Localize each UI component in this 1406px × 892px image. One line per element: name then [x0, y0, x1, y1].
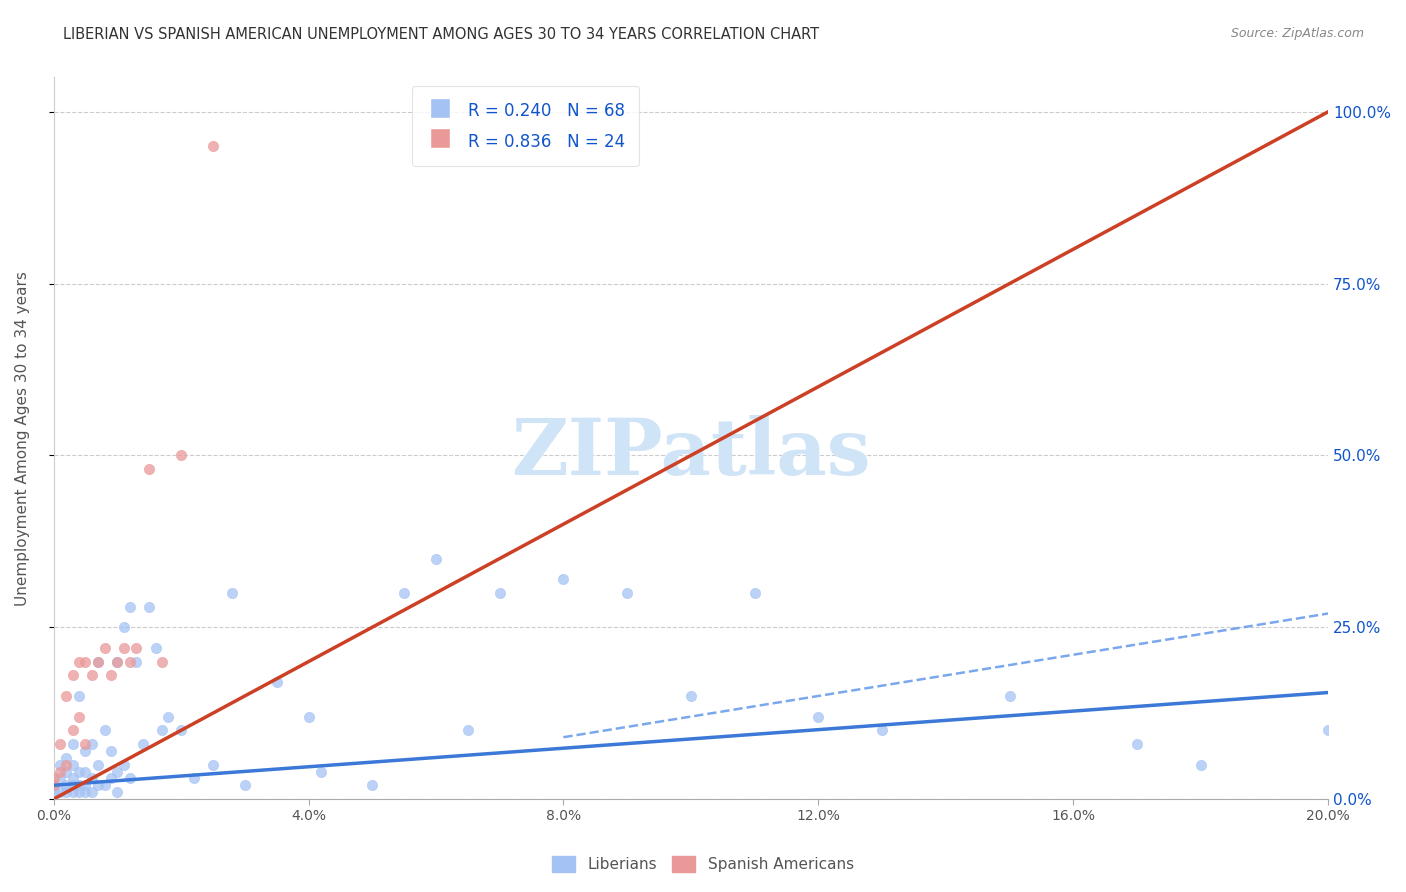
Point	[67, 785, 90, 799]
Point	[297, 709, 319, 723]
Point	[425, 551, 447, 566]
Point	[120, 655, 142, 669]
Point	[80, 785, 103, 799]
Point	[75, 764, 97, 779]
Point	[201, 139, 224, 153]
Point	[100, 668, 122, 682]
Point	[1189, 757, 1212, 772]
Point	[125, 655, 148, 669]
Point	[100, 772, 122, 786]
Point	[75, 655, 97, 669]
Point	[55, 764, 77, 779]
Point	[49, 764, 72, 779]
Point	[67, 689, 90, 703]
Point	[75, 744, 97, 758]
Point	[112, 620, 135, 634]
Point	[49, 757, 72, 772]
Point	[105, 655, 128, 669]
Point	[62, 778, 84, 792]
Point	[62, 737, 84, 751]
Point	[67, 709, 90, 723]
Point	[87, 757, 110, 772]
Point	[145, 640, 167, 655]
Y-axis label: Unemployment Among Ages 30 to 34 years: Unemployment Among Ages 30 to 34 years	[15, 271, 30, 606]
Point	[112, 640, 135, 655]
Text: ZIPatlas: ZIPatlas	[510, 415, 870, 491]
Point	[75, 778, 97, 792]
Point	[201, 757, 224, 772]
Point	[42, 772, 65, 786]
Point	[87, 778, 110, 792]
Point	[138, 599, 160, 614]
Point	[93, 778, 115, 792]
Point	[112, 757, 135, 772]
Point	[55, 757, 77, 772]
Legend: R = 0.240   N = 68, R = 0.836   N = 24: R = 0.240 N = 68, R = 0.836 N = 24	[412, 86, 638, 166]
Point	[266, 675, 288, 690]
Point	[807, 709, 830, 723]
Text: Source: ZipAtlas.com: Source: ZipAtlas.com	[1230, 27, 1364, 40]
Point	[309, 764, 332, 779]
Point	[67, 655, 90, 669]
Point	[170, 723, 193, 738]
Point	[62, 668, 84, 682]
Point	[42, 778, 65, 792]
Point	[67, 778, 90, 792]
Point	[221, 586, 243, 600]
Point	[105, 655, 128, 669]
Point	[553, 572, 575, 586]
Point	[55, 778, 77, 792]
Point	[62, 757, 84, 772]
Point	[49, 772, 72, 786]
Point	[105, 785, 128, 799]
Point	[1126, 737, 1149, 751]
Point	[55, 689, 77, 703]
Point	[392, 586, 415, 600]
Point	[488, 586, 510, 600]
Legend: Liberians, Spanish Americans: Liberians, Spanish Americans	[544, 848, 862, 880]
Point	[100, 744, 122, 758]
Point	[1317, 723, 1340, 738]
Point	[870, 723, 893, 738]
Point	[125, 640, 148, 655]
Point	[457, 723, 479, 738]
Text: LIBERIAN VS SPANISH AMERICAN UNEMPLOYMENT AMONG AGES 30 TO 34 YEARS CORRELATION : LIBERIAN VS SPANISH AMERICAN UNEMPLOYMEN…	[63, 27, 820, 42]
Point	[998, 689, 1021, 703]
Point	[183, 772, 205, 786]
Point	[62, 723, 84, 738]
Point	[62, 785, 84, 799]
Point	[138, 462, 160, 476]
Point	[42, 778, 65, 792]
Point	[616, 586, 638, 600]
Point	[132, 737, 155, 751]
Point	[233, 778, 256, 792]
Point	[87, 655, 110, 669]
Point	[67, 764, 90, 779]
Point	[105, 764, 128, 779]
Point	[157, 709, 180, 723]
Point	[75, 785, 97, 799]
Point	[679, 689, 702, 703]
Point	[150, 723, 173, 738]
Point	[49, 737, 72, 751]
Point	[93, 640, 115, 655]
Point	[93, 723, 115, 738]
Point	[55, 751, 77, 765]
Point	[80, 737, 103, 751]
Point	[150, 655, 173, 669]
Point	[170, 449, 193, 463]
Point	[87, 655, 110, 669]
Point	[42, 785, 65, 799]
Point	[361, 778, 384, 792]
Point	[55, 785, 77, 799]
Point	[75, 737, 97, 751]
Point	[80, 668, 103, 682]
Point	[80, 772, 103, 786]
Point	[120, 599, 142, 614]
Point	[120, 772, 142, 786]
Point	[744, 586, 766, 600]
Point	[62, 772, 84, 786]
Point	[49, 785, 72, 799]
